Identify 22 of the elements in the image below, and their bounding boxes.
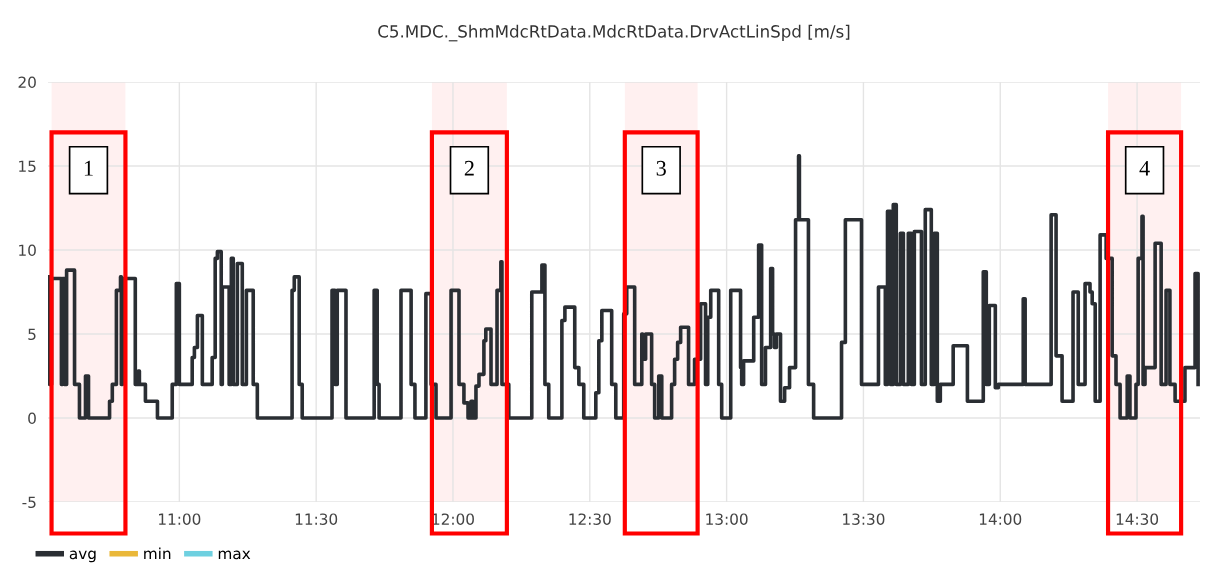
x-tick-label: 14:30	[1116, 513, 1159, 525]
legend-label: min	[144, 547, 171, 560]
chart-title: C5.MDC._ShmMdcRtData.MdcRtData.DrvActLinSpd [m/s]	[378, 24, 850, 42]
band-label: 3	[656, 160, 666, 176]
x-tick-label: 12:00	[432, 513, 474, 525]
y-tick-label: 10	[19, 244, 36, 257]
legend-label: max	[218, 550, 251, 560]
x-tick-label: 11:30	[295, 513, 338, 525]
y-tick-label: 20	[18, 76, 36, 89]
y-tick-label: -5	[22, 496, 36, 509]
legend-label: avg	[69, 550, 96, 563]
band-label: 2	[464, 160, 474, 176]
y-tick-label: 5	[28, 328, 36, 341]
x-tick-label: 11:00	[159, 513, 201, 525]
x-tick-label: 13:00	[706, 513, 748, 525]
x-tick-label: 12:30	[569, 513, 611, 525]
x-tick-label: 14:00	[979, 513, 1022, 525]
band-label: 1	[84, 160, 93, 176]
y-tick-label: 15	[19, 160, 36, 173]
y-tick-label: 0	[28, 412, 36, 425]
x-tick-label: 13:30	[843, 513, 885, 525]
band-label: 4	[1139, 160, 1150, 176]
